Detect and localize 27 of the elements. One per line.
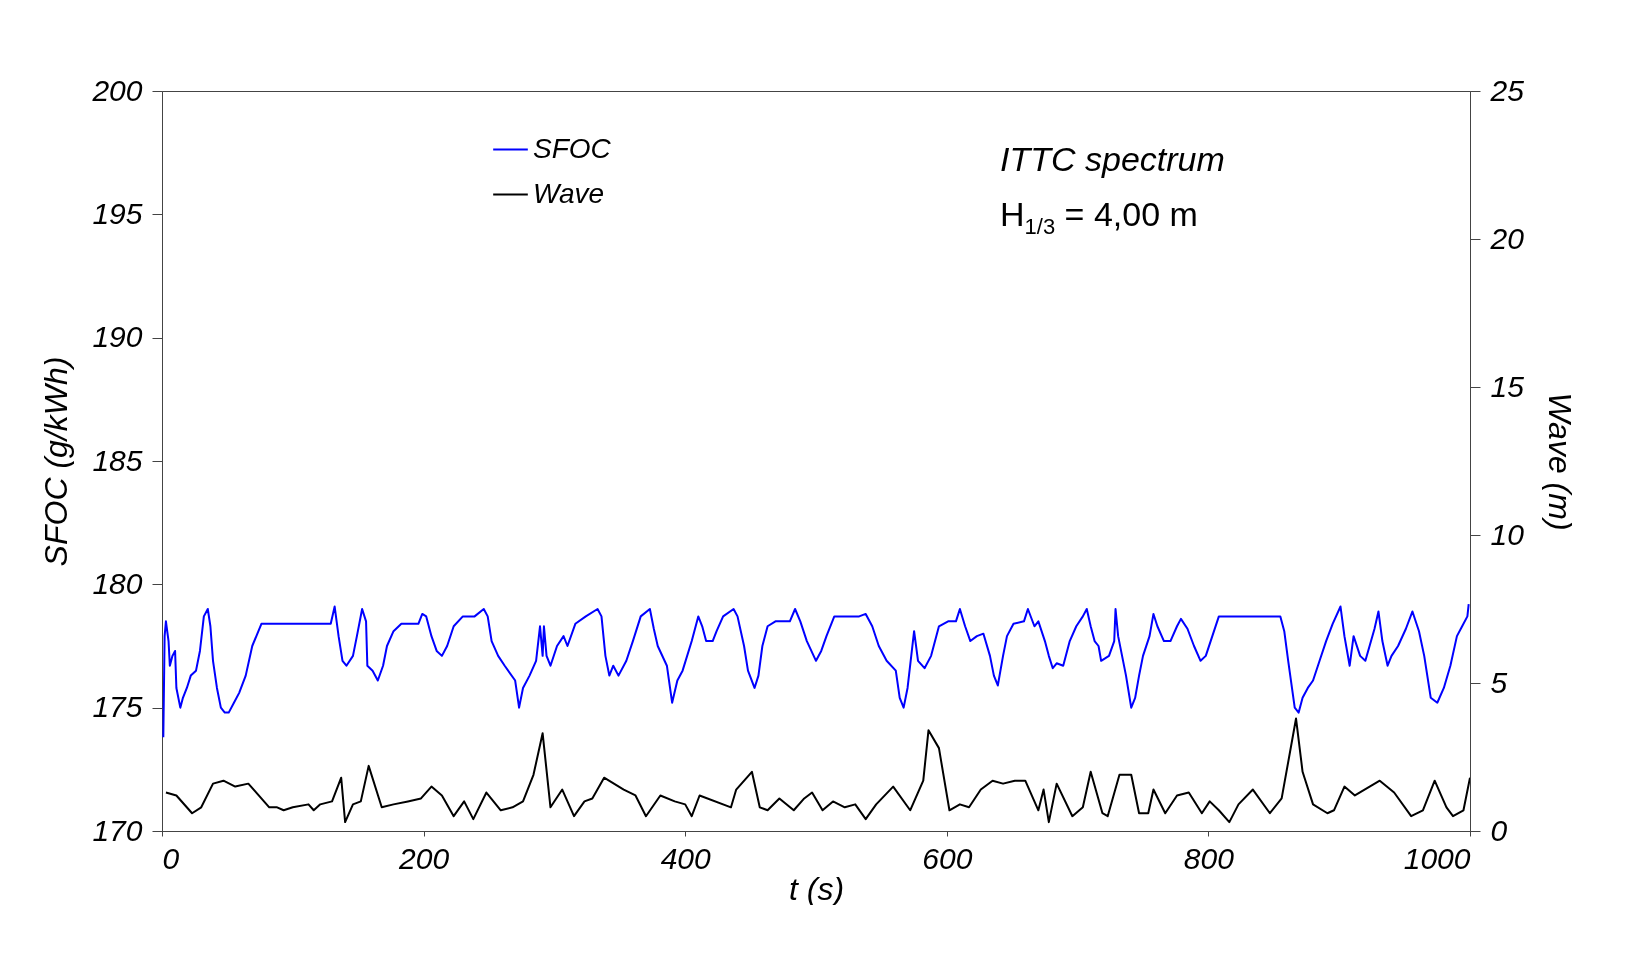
x-tick-label: 400 — [660, 841, 712, 875]
x-tick-label: 800 — [1183, 841, 1235, 875]
y2-tick-label: 15 — [1490, 369, 1525, 403]
y2-axis-title: Wave (m) — [1541, 392, 1578, 531]
x-tick-label: 600 — [922, 841, 973, 875]
y-tick-label: 190 — [92, 320, 143, 354]
legend-label: SFOC — [533, 132, 612, 164]
y2-tick-label: 20 — [1489, 221, 1525, 255]
y2-tick-label: 0 — [1490, 813, 1508, 847]
y-tick-label: 180 — [92, 566, 143, 600]
x-tick-label: 0 — [162, 841, 180, 875]
annotation: H$_{1/3}$ = 4,00 m — [1000, 195, 1198, 240]
annotation: ITTC spectrum — [1000, 140, 1225, 179]
x-tick-label: 200 — [398, 841, 450, 875]
y-axis-title: SFOC (g/kWh) — [38, 356, 75, 567]
y2-tick-label: 25 — [1489, 73, 1525, 107]
y-tick-label: 185 — [92, 443, 143, 477]
line-series — [164, 717, 1470, 824]
y2-tick-label: 10 — [1490, 517, 1525, 551]
y-tick-label: 170 — [92, 813, 143, 847]
legend-label: Wave — [533, 177, 605, 209]
y2-tick-label: 5 — [1490, 665, 1508, 699]
y-tick-label: 200 — [91, 73, 143, 107]
x-tick-label: 1000 — [1403, 841, 1471, 875]
y-tick-label: 175 — [92, 690, 143, 724]
y-tick-label: 195 — [92, 196, 143, 230]
line-series — [162, 603, 1470, 739]
